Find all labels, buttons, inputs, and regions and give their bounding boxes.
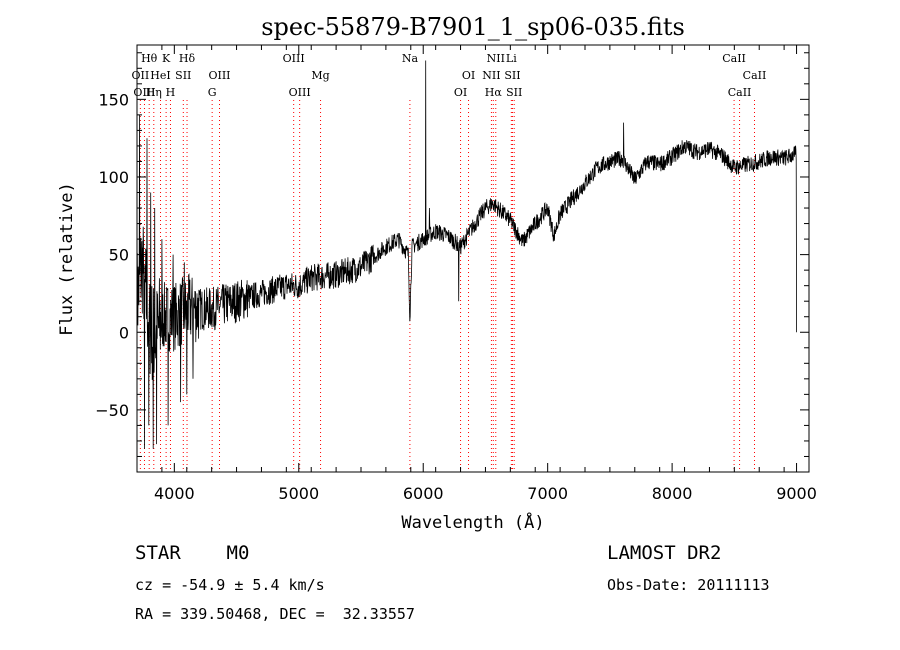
x-axis-label: Wavelength (Å) xyxy=(401,511,544,533)
x-axis-ticks: 4000 5000 6000 7000 8000 9000 xyxy=(136,45,817,503)
spectral-line-label: OIII xyxy=(208,69,230,82)
y-tick-label: −50 xyxy=(95,401,129,420)
spectral-line-label: OIII xyxy=(289,86,311,99)
y-tick-label: 100 xyxy=(98,168,129,187)
spectral-line-label: G xyxy=(208,86,217,99)
y-axis-label: Flux (relative) xyxy=(57,182,77,336)
x-tick-label: 5000 xyxy=(278,484,319,503)
flux-series xyxy=(136,60,797,449)
x-tick-label: 6000 xyxy=(403,484,444,503)
spectral-line-label: OII xyxy=(132,69,150,82)
spectral-line-label: NII xyxy=(487,52,505,65)
redshift-velocity: cz = -54.9 ± 5.4 km/s xyxy=(135,576,325,594)
spectral-line-label: Hα xyxy=(485,86,503,99)
survey-name: LAMOST DR2 xyxy=(607,542,722,564)
y-tick-label: 150 xyxy=(98,90,129,109)
spectral-line-label: OI xyxy=(462,69,475,82)
spectral-line-label: Hδ xyxy=(179,52,196,65)
spectral-line-label: OIII xyxy=(283,52,305,65)
spectral-line-label: K xyxy=(162,52,171,65)
spectral-line-label: CaII xyxy=(743,69,767,82)
spectral-line-label: OIII xyxy=(133,86,155,99)
spectral-line-label: SII xyxy=(504,69,520,82)
observation-date: Obs-Date: 20111113 xyxy=(607,576,770,594)
chart-title: spec-55879-B7901_1_sp06-035.fits xyxy=(261,13,685,41)
spectral-line-label: Hη xyxy=(146,86,162,99)
spectral-line-label: SII xyxy=(506,86,522,99)
spectral-line-label: CaII xyxy=(722,52,746,65)
spectral-line-label: CaII xyxy=(728,86,752,99)
y-tick-label: 50 xyxy=(109,246,129,265)
spectral-line-label: OI xyxy=(454,86,467,99)
x-tick-label: 4000 xyxy=(154,484,195,503)
spectral-line-label: Li xyxy=(506,52,517,65)
y-tick-label: 0 xyxy=(119,323,129,342)
spectral-line-label: NII xyxy=(482,69,500,82)
spectral-line-label: Mg xyxy=(311,69,329,82)
spectral-line-label: SII xyxy=(175,69,191,82)
x-tick-label: 9000 xyxy=(776,484,817,503)
plot-frame xyxy=(136,44,810,473)
spectral-line-label: Hθ xyxy=(141,52,158,65)
coordinates: RA = 339.50468, DEC = 32.33557 xyxy=(135,605,415,623)
spectral-line-label: H xyxy=(166,86,176,99)
spectral-line-label: Na xyxy=(402,52,419,65)
flux-line xyxy=(136,60,797,449)
spectral-line-label: HeI xyxy=(150,69,170,82)
y-axis-ticks: −50 0 50 100 150 xyxy=(95,52,809,473)
x-tick-label: 8000 xyxy=(652,484,693,503)
x-tick-label: 7000 xyxy=(527,484,568,503)
object-class: STAR M0 xyxy=(135,542,250,564)
